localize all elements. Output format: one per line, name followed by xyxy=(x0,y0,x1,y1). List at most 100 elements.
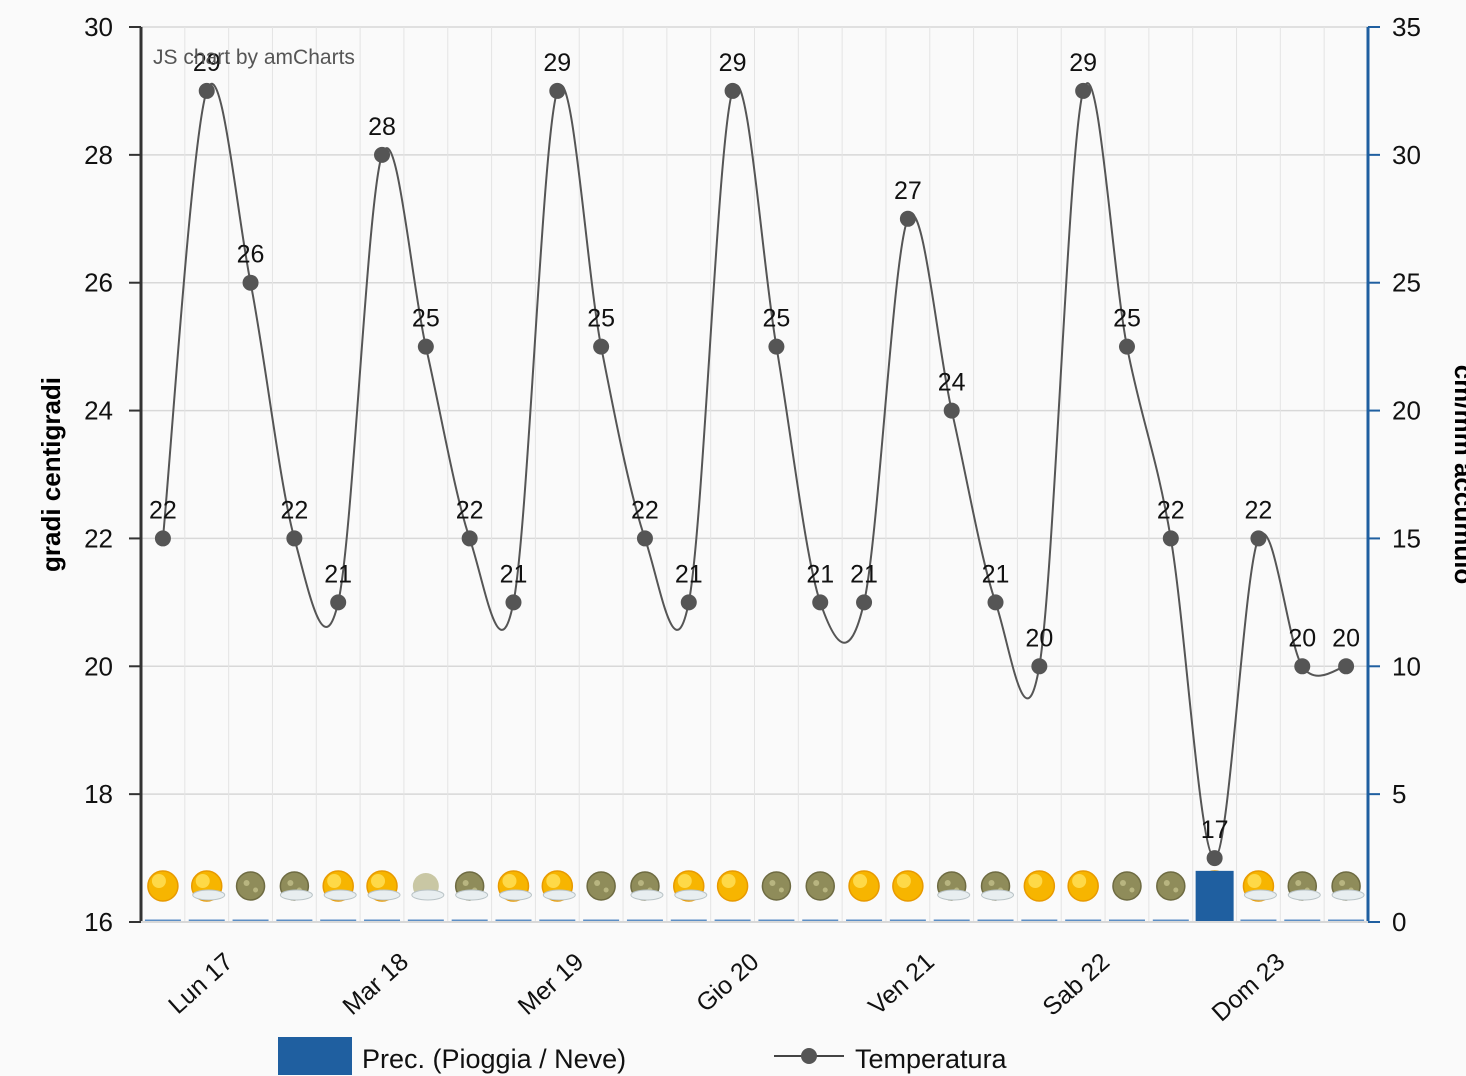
cloud-puff xyxy=(192,889,226,901)
temperature-point xyxy=(680,594,697,611)
temperature-data-label: 21 xyxy=(850,560,878,588)
right-tick-label: 15 xyxy=(1392,523,1421,553)
temperature-data-label: 20 xyxy=(1288,624,1316,652)
left-tick-label: 22 xyxy=(84,523,113,553)
sun-cloud-icon xyxy=(190,870,226,902)
sun-highlight xyxy=(151,874,166,888)
left-tick-label: 18 xyxy=(84,779,113,809)
sun-haze-icon xyxy=(366,870,401,902)
temperature-point xyxy=(724,82,741,99)
temperature-data-label: 21 xyxy=(806,560,834,588)
legend: Prec. (Pioggia / Neve) Temperatura xyxy=(278,1037,1008,1075)
moon-shape xyxy=(586,871,616,901)
temperature-data-label: 24 xyxy=(938,369,966,397)
temperature-data-label: 20 xyxy=(1332,624,1360,652)
cloud-puff xyxy=(1287,889,1321,901)
sun-icon xyxy=(147,870,179,902)
moon-crater xyxy=(944,880,951,886)
sun-icon xyxy=(892,870,924,902)
legend-temperature-marker[interactable] xyxy=(801,1048,817,1064)
temperature-point xyxy=(1294,658,1311,675)
sun-highlight xyxy=(327,874,342,888)
moon-icon xyxy=(1112,871,1142,901)
moon-crater xyxy=(462,880,469,886)
sun-haze-icon xyxy=(322,870,357,902)
sun-cloud-icon xyxy=(541,870,576,902)
moon-crater xyxy=(769,880,776,886)
cloud-puff xyxy=(937,889,971,901)
temperature-data-label: 21 xyxy=(500,560,528,588)
cloud-puff xyxy=(455,889,489,901)
cloud-puff xyxy=(411,889,445,901)
left-tick-label: 16 xyxy=(84,907,113,937)
temperature-point xyxy=(593,338,610,355)
temperature-points xyxy=(154,82,1355,867)
right-tick-label: 30 xyxy=(1392,140,1421,170)
temperature-point xyxy=(1338,658,1355,675)
cloud-puff xyxy=(1331,889,1365,901)
temperature-data-label: 22 xyxy=(456,496,484,524)
moon-cloud-icon xyxy=(630,871,664,901)
moon-crater xyxy=(1339,880,1346,886)
temperature-point xyxy=(374,146,391,163)
moon-crater xyxy=(243,880,250,886)
temperature-point xyxy=(899,210,916,227)
temperature-data-label: 21 xyxy=(982,560,1010,588)
temperature-point xyxy=(636,530,653,547)
moon-crater xyxy=(1119,880,1126,886)
temperature-data-label: 25 xyxy=(412,305,440,333)
temperature-data-label: 25 xyxy=(587,305,615,333)
temperature-point xyxy=(461,530,478,547)
sun-cloud-icon xyxy=(673,870,708,902)
sun-icon xyxy=(1067,870,1099,902)
temperature-data-label: 22 xyxy=(1157,496,1185,524)
temperature-data-label: 21 xyxy=(324,560,352,588)
temperature-data-label: 29 xyxy=(193,49,221,77)
temperature-point xyxy=(987,594,1004,611)
temperature-point xyxy=(1250,530,1267,547)
left-tick-label: 24 xyxy=(84,396,113,426)
right-tick-label: 25 xyxy=(1392,268,1421,298)
weather-icons xyxy=(147,870,1365,902)
temperature-point xyxy=(198,82,215,99)
moon-crater xyxy=(1173,887,1179,893)
sun-highlight xyxy=(1072,874,1087,888)
temperature-data-label: 21 xyxy=(675,560,703,588)
temperature-point xyxy=(1162,530,1179,547)
temperature-data-label: 25 xyxy=(763,305,791,333)
moon-crater xyxy=(287,880,294,886)
moon-shape xyxy=(235,871,266,901)
left-tick-label: 30 xyxy=(84,12,113,42)
sun-icon xyxy=(1023,870,1056,902)
sun-icon xyxy=(716,870,749,902)
cloud-puff xyxy=(630,889,664,901)
cloud-puff xyxy=(323,889,357,901)
temperature-point xyxy=(768,338,785,355)
temperature-point xyxy=(549,82,566,99)
chart-credit[interactable]: JS chart by amCharts xyxy=(153,46,355,69)
moon-crater xyxy=(1129,887,1135,893)
temperature-data-label: 26 xyxy=(237,241,265,269)
moon-crater xyxy=(594,880,601,886)
moon-shape xyxy=(761,871,792,901)
legend-temperature-label[interactable]: Temperatura xyxy=(855,1044,1008,1074)
cloud-puff xyxy=(367,889,401,901)
left-tick-label: 26 xyxy=(84,268,113,298)
moon-icon xyxy=(235,871,266,901)
temperature-data-label: 22 xyxy=(631,496,659,524)
left-tick-label: 20 xyxy=(84,651,113,681)
temperature-point xyxy=(1118,338,1135,355)
legend-precipitation-swatch[interactable] xyxy=(278,1037,352,1075)
temperature-point xyxy=(417,338,434,355)
right-tick-label: 35 xyxy=(1392,12,1421,42)
moon-crater xyxy=(253,887,259,893)
legend-precipitation-label[interactable]: Prec. (Pioggia / Neve) xyxy=(362,1044,626,1074)
cloud-puff xyxy=(981,889,1015,901)
left-axis-ticks: 16 18 20 22 24 26 28 30 xyxy=(84,12,141,937)
moon-icon xyxy=(1156,871,1186,901)
sun-highlight xyxy=(1028,874,1043,888)
moon-crater xyxy=(637,880,644,886)
cloud-puff xyxy=(1243,889,1277,901)
temperature-data-label: 28 xyxy=(368,113,396,141)
